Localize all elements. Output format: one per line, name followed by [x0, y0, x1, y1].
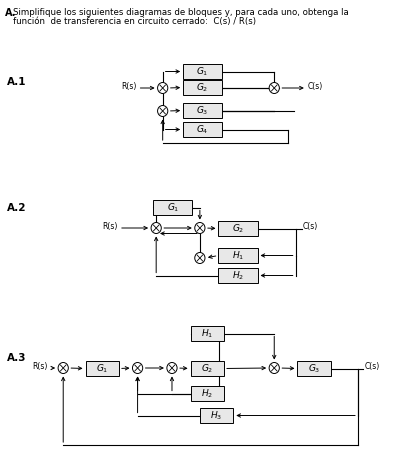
- Text: A.2: A.2: [7, 203, 27, 213]
- Text: C(s): C(s): [364, 361, 379, 371]
- Text: función  de transferencia en circuito cerrado:  C(s) / R(s): función de transferencia en circuito cer…: [13, 17, 255, 26]
- Text: A.3: A.3: [7, 353, 27, 363]
- Circle shape: [58, 362, 68, 373]
- Text: $H_3$: $H_3$: [210, 409, 222, 422]
- Circle shape: [194, 223, 204, 234]
- Text: $G_3$: $G_3$: [196, 104, 208, 117]
- Text: R(s): R(s): [32, 361, 48, 371]
- Text: $H_1$: $H_1$: [231, 249, 243, 262]
- Text: $G_4$: $G_4$: [196, 123, 209, 136]
- Circle shape: [157, 106, 167, 117]
- Text: $G_1$: $G_1$: [196, 65, 209, 78]
- FancyBboxPatch shape: [183, 103, 222, 118]
- Text: $G_2$: $G_2$: [196, 81, 208, 94]
- Circle shape: [157, 83, 167, 94]
- Text: $H_2$: $H_2$: [201, 387, 213, 400]
- Text: C(s): C(s): [302, 222, 317, 230]
- FancyBboxPatch shape: [218, 221, 257, 236]
- FancyBboxPatch shape: [190, 386, 223, 401]
- FancyBboxPatch shape: [183, 64, 222, 79]
- Text: $H_1$: $H_1$: [201, 327, 213, 340]
- Circle shape: [268, 83, 279, 94]
- Text: $G_3$: $G_3$: [307, 362, 320, 375]
- FancyBboxPatch shape: [218, 248, 257, 263]
- FancyBboxPatch shape: [183, 122, 222, 137]
- FancyBboxPatch shape: [183, 80, 222, 95]
- FancyBboxPatch shape: [199, 408, 233, 423]
- FancyBboxPatch shape: [218, 268, 257, 283]
- FancyBboxPatch shape: [190, 361, 223, 376]
- Text: $G_2$: $G_2$: [231, 222, 244, 235]
- FancyBboxPatch shape: [190, 326, 223, 341]
- Text: R(s): R(s): [102, 222, 117, 230]
- Circle shape: [151, 223, 161, 234]
- Text: $G_1$: $G_1$: [166, 201, 179, 214]
- Text: Simplifique los siguientes diagramas de bloques y, para cada uno, obtenga la: Simplifique los siguientes diagramas de …: [13, 8, 348, 17]
- Circle shape: [166, 362, 177, 373]
- Text: R(s): R(s): [121, 81, 136, 90]
- Text: $G_1$: $G_1$: [96, 362, 108, 375]
- FancyBboxPatch shape: [297, 361, 330, 376]
- Circle shape: [194, 253, 204, 264]
- Text: A.1: A.1: [7, 77, 27, 87]
- Text: $H_2$: $H_2$: [231, 269, 243, 282]
- Circle shape: [268, 362, 279, 373]
- FancyBboxPatch shape: [153, 200, 192, 215]
- Text: C(s): C(s): [307, 81, 322, 90]
- Circle shape: [132, 362, 142, 373]
- Text: $G_2$: $G_2$: [201, 362, 213, 375]
- FancyBboxPatch shape: [85, 361, 119, 376]
- Text: A.: A.: [4, 8, 16, 18]
